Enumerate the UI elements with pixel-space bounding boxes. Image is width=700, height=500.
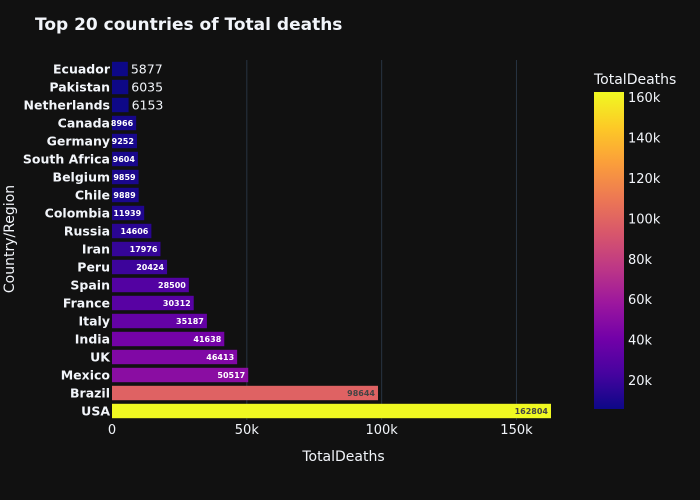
data-label: 8966 — [111, 119, 134, 128]
bar-india[interactable] — [112, 331, 225, 347]
bar-netherlands[interactable] — [112, 97, 129, 113]
category-label: UK — [90, 350, 111, 365]
bar-spain[interactable] — [112, 277, 189, 293]
data-label: 35187 — [176, 317, 204, 326]
data-label: 41638 — [193, 335, 221, 344]
category-label: South Africa — [23, 152, 110, 167]
category-label: Pakistan — [49, 80, 110, 95]
x-axis-title: TotalDeaths — [301, 449, 384, 465]
category-label: India — [75, 332, 110, 347]
colorbar-tick-label: 100k — [628, 212, 661, 227]
bar-pakistan[interactable] — [112, 79, 129, 95]
x-axis-ticks: 0 50k 100k 150k — [108, 423, 533, 438]
data-label: 6153 — [132, 98, 164, 113]
bar-brazil[interactable] — [112, 385, 378, 401]
category-label: Brazil — [70, 386, 110, 401]
colorbar-tick-label: 20k — [628, 374, 653, 389]
data-label: 17976 — [130, 245, 158, 254]
category-label: Canada — [58, 116, 110, 131]
category-label: Belgium — [53, 170, 110, 185]
data-label: 20424 — [136, 263, 164, 272]
bar-germany[interactable] — [112, 133, 137, 149]
y-axis-title: Country/Region — [2, 185, 18, 293]
category-label: Chile — [75, 188, 110, 203]
colorbar-tick-label: 60k — [628, 293, 653, 308]
data-label: 28500 — [158, 281, 186, 290]
colorbar-tick-label: 140k — [628, 132, 661, 147]
bar-uk[interactable] — [112, 349, 238, 365]
category-label: Spain — [70, 278, 110, 293]
bar-mexico[interactable] — [112, 367, 249, 383]
colorbar-tick-label: 80k — [628, 253, 653, 268]
category-label: Russia — [64, 224, 110, 239]
bar-france[interactable] — [112, 295, 194, 311]
category-label: Italy — [79, 314, 111, 329]
category-label: Peru — [77, 260, 110, 275]
grid-layer — [246, 60, 517, 420]
bar-layer: 5877 6035 6153 8966 9252 9604 9859 9889 11939 146… — [111, 62, 551, 419]
category-label: Ecuador — [53, 62, 111, 77]
bar-peru[interactable] — [112, 259, 168, 275]
colorbar-tick-label: 120k — [628, 172, 661, 187]
bar-italy[interactable] — [112, 313, 207, 329]
x-tick-label: 50k — [235, 423, 260, 438]
category-label: France — [63, 296, 110, 311]
data-label: 46413 — [206, 353, 234, 362]
category-label: USA — [81, 404, 110, 419]
bar-usa[interactable] — [112, 403, 551, 419]
bar-colombia[interactable] — [112, 205, 145, 221]
colorbar-tick-label: 40k — [628, 334, 653, 349]
category-label: Germany — [47, 134, 110, 149]
chart-title: Top 20 countries of Total deaths — [35, 15, 342, 35]
colorbar-title: TotalDeaths — [593, 72, 676, 88]
data-label: 9889 — [113, 191, 136, 200]
data-label: 5877 — [131, 62, 163, 77]
data-label: 50517 — [217, 371, 245, 380]
bar-belgium[interactable] — [112, 169, 139, 185]
colorbar-ticks: 20k 40k 60k 80k 100k 120k 140k 160k — [628, 91, 661, 389]
data-label: 9252 — [112, 137, 134, 146]
colorbar-tick-label: 160k — [628, 91, 661, 106]
colorbar — [594, 92, 624, 409]
x-tick-label: 150k — [500, 423, 533, 438]
data-label: 9859 — [113, 173, 136, 182]
x-tick-label: 100k — [365, 423, 398, 438]
data-label: 162804 — [515, 407, 549, 416]
data-label: 11939 — [113, 209, 141, 218]
bar-ecuador[interactable] — [112, 61, 128, 77]
bar-iran[interactable] — [112, 241, 161, 257]
data-label: 98644 — [347, 389, 375, 398]
y-axis-categories: Ecuador Pakistan Netherlands Canada Germany S… — [23, 62, 111, 419]
bar-chile[interactable] — [112, 187, 139, 203]
category-label: Netherlands — [24, 98, 110, 113]
category-label: Colombia — [45, 206, 110, 221]
data-label: 9604 — [113, 155, 136, 164]
bar-canada[interactable] — [112, 115, 137, 131]
data-label: 30312 — [163, 299, 191, 308]
bar-south-africa[interactable] — [112, 151, 138, 167]
category-label: Iran — [82, 242, 110, 257]
data-label: 14606 — [121, 227, 149, 236]
bar-russia[interactable] — [112, 223, 152, 239]
data-label: 6035 — [131, 80, 163, 95]
category-label: Mexico — [61, 368, 111, 383]
x-tick-label: 0 — [108, 423, 116, 438]
